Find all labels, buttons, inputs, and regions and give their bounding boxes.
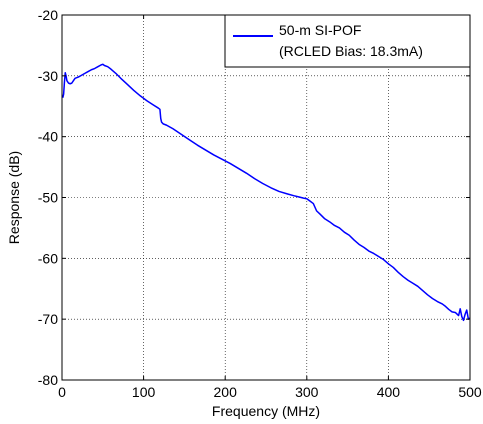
- y-tick-label: -20: [38, 7, 58, 23]
- y-tick-label: -50: [38, 190, 58, 206]
- legend-label-line2: (RCLED Bias: 18.3mA): [279, 43, 423, 59]
- x-tick-labels: 0 100 200 300 400 500: [58, 384, 482, 400]
- y-tick-labels: -80 -70 -60 -50 -40 -30 -20: [38, 7, 58, 388]
- series-group: [62, 63, 471, 322]
- x-tick-label: 400: [377, 384, 401, 400]
- gridlines: [62, 15, 470, 380]
- y-tick-label: -40: [38, 129, 58, 145]
- series-line: [62, 63, 471, 322]
- y-tick-label: -60: [38, 250, 58, 266]
- y-tick-label: -30: [38, 68, 58, 84]
- y-axis-label: Response (dB): [6, 151, 22, 244]
- x-tick-label: 200: [214, 384, 238, 400]
- legend-box: [224, 14, 471, 68]
- x-tick-label: 500: [458, 384, 482, 400]
- x-axis-label: Frequency (MHz): [212, 403, 320, 419]
- y-tick-label: -80: [38, 372, 58, 388]
- x-tick-label: 0: [58, 384, 66, 400]
- legend: 50-m SI-POF (RCLED Bias: 18.3mA): [224, 14, 471, 68]
- legend-label-line1: 50-m SI-POF: [279, 22, 361, 38]
- x-tick-label: 300: [295, 384, 319, 400]
- y-tick-label: -70: [38, 311, 58, 327]
- x-tick-label: 100: [132, 384, 156, 400]
